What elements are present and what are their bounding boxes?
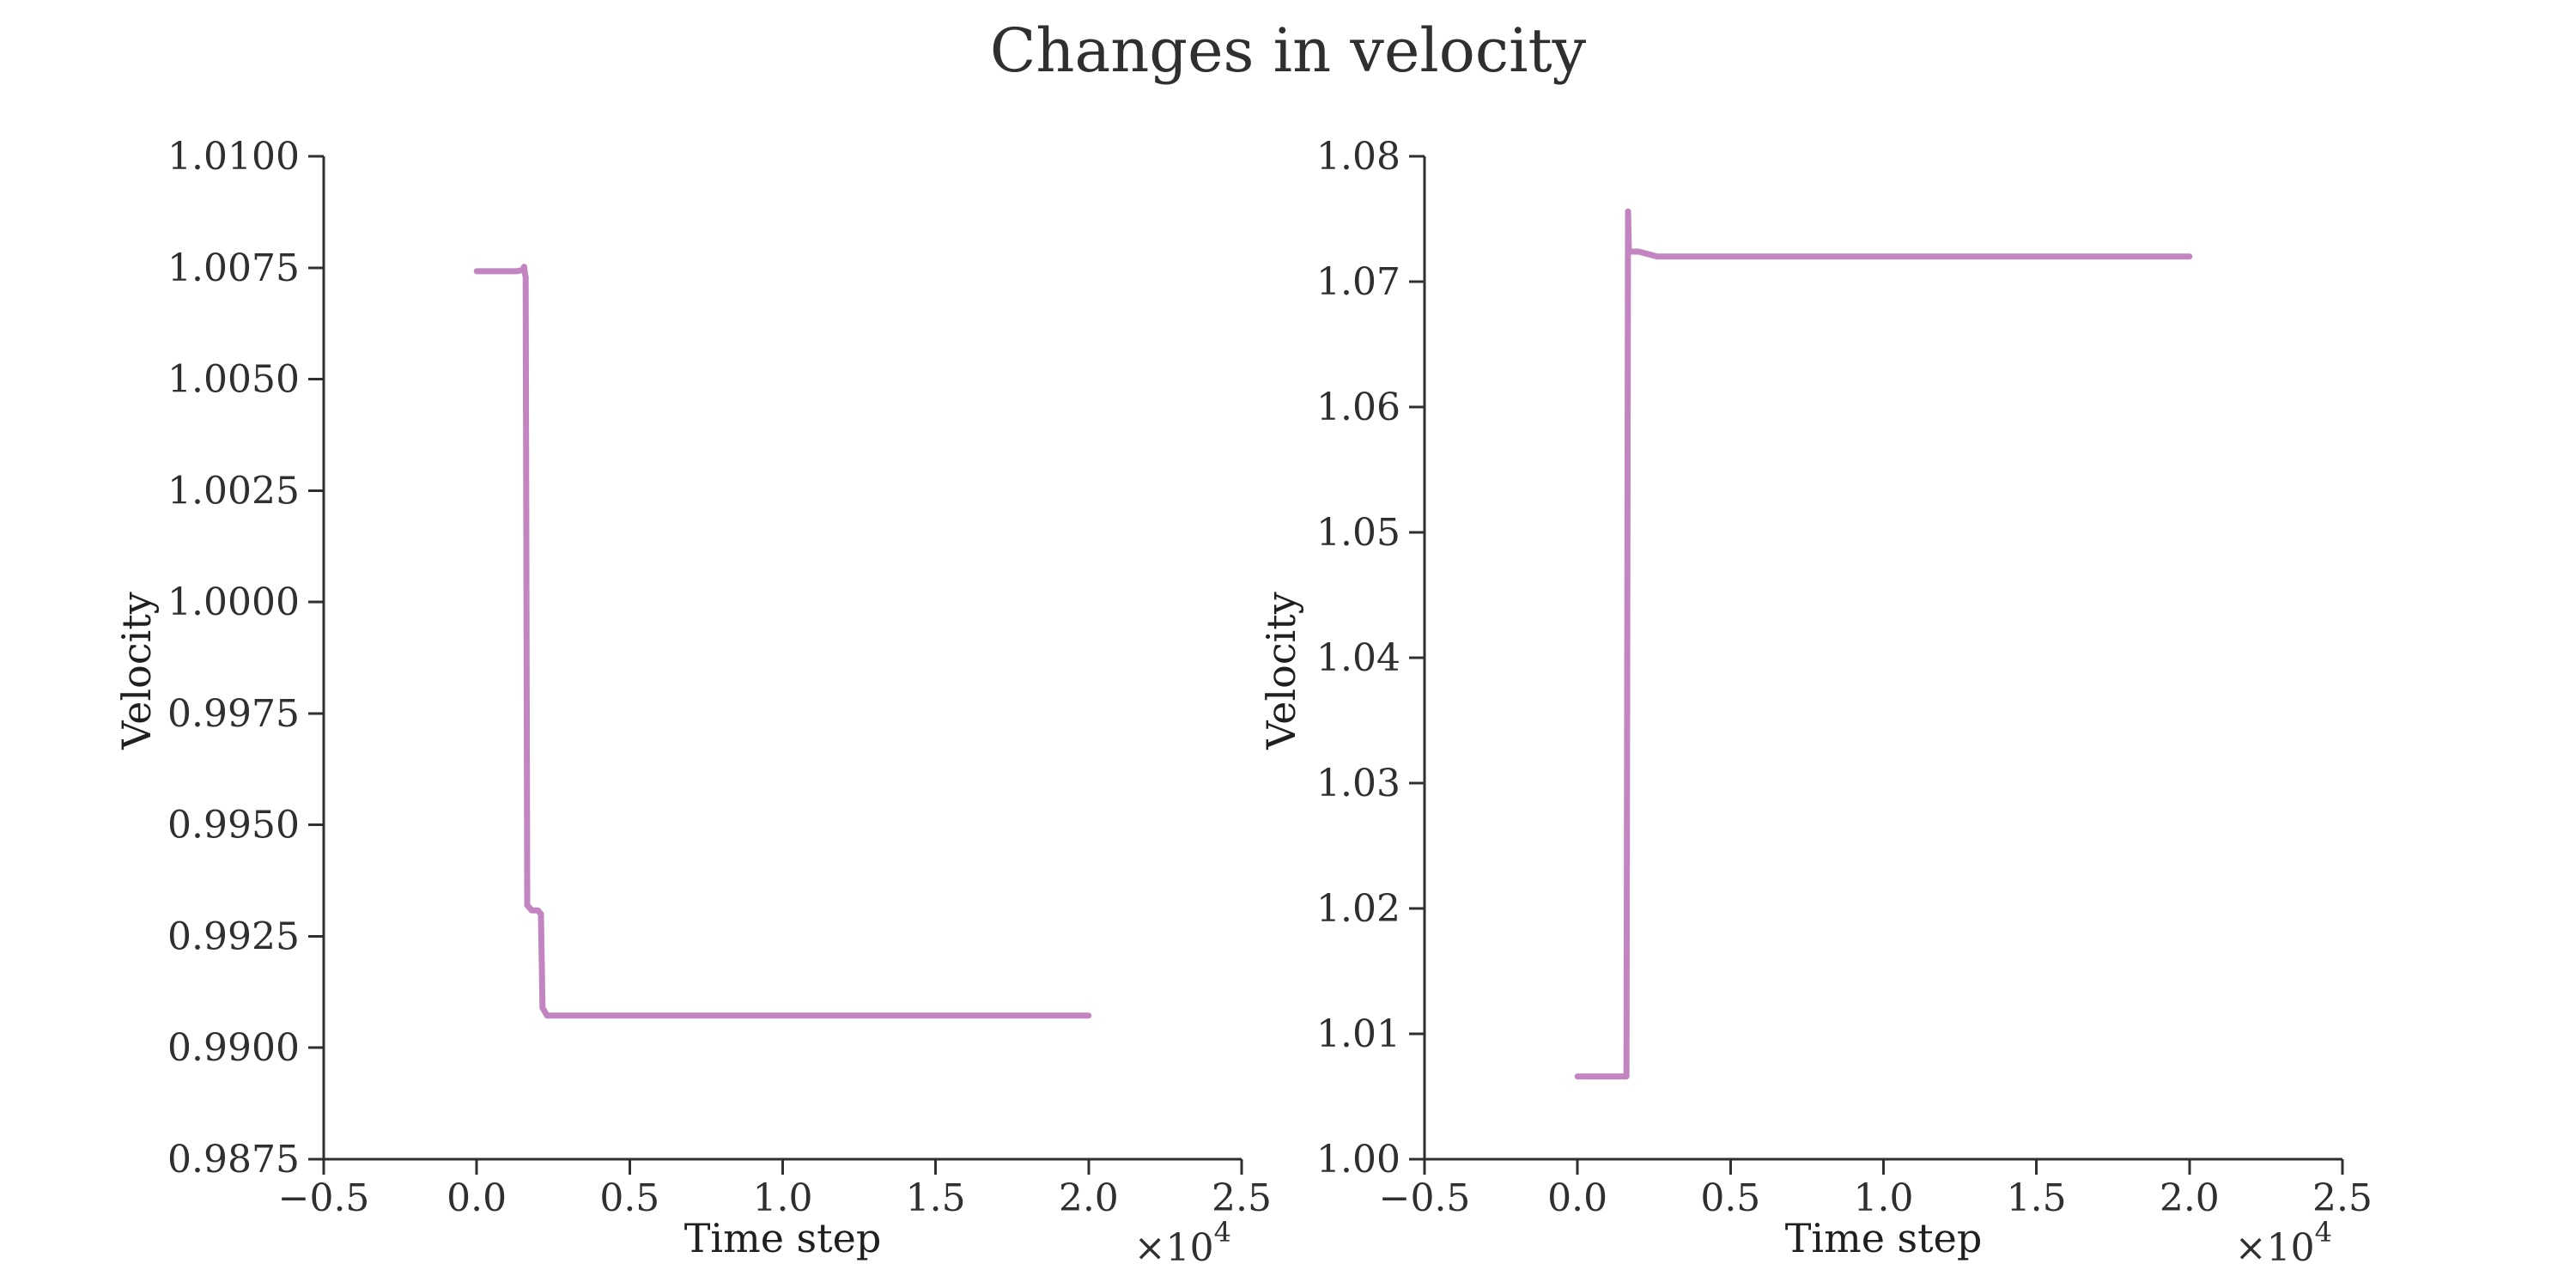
y-tick-label: 1.03 (1316, 762, 1400, 805)
x-axis-multiplier: ×104 (1134, 1216, 1231, 1270)
x-tick-label: 0.0 (1547, 1176, 1607, 1220)
y-tick-label: 1.08 (1316, 135, 1400, 179)
figure-title: Changes in velocity (989, 15, 1587, 86)
x-axis-multiplier-base: ×10 (2235, 1226, 2315, 1270)
x-tick-label: 1.5 (2007, 1176, 2067, 1220)
x-axis-label: Time step (684, 1215, 882, 1261)
y-tick-label: 0.9900 (167, 1026, 300, 1070)
x-tick-label: 1.0 (1854, 1176, 1914, 1220)
x-tick-label: 1.5 (906, 1176, 966, 1220)
y-tick-label: 1.0000 (167, 580, 300, 624)
y-tick-label: 1.0100 (167, 135, 300, 179)
y-tick-label: 1.02 (1316, 887, 1400, 931)
x-tick-label: 0.5 (1700, 1176, 1760, 1220)
x-tick-label: −0.5 (1379, 1176, 1471, 1220)
x-tick-label: 0.5 (599, 1176, 659, 1220)
x-tick-label: 1.0 (753, 1176, 813, 1220)
x-tick-label: 2.0 (2160, 1176, 2220, 1220)
y-tick-label: 1.0025 (167, 469, 300, 513)
x-tick-label: 2.5 (1212, 1176, 1272, 1220)
y-tick-label: 0.9950 (167, 804, 300, 848)
y-tick-label: 1.0050 (167, 358, 300, 402)
y-axis-label: Velocity (1258, 592, 1304, 750)
y-tick-label: 0.9875 (167, 1138, 300, 1182)
y-tick-label: 0.9925 (167, 914, 300, 958)
x-tick-label: 2.0 (1059, 1176, 1119, 1220)
x-axis-multiplier-exponent: 4 (2315, 1216, 2332, 1249)
left-velocity-chart: −0.5 0.0 0.5 1.0 1.5 2.0 2.5 0.9875 0.9900 0.9925… (113, 135, 1272, 1270)
y-tick-label: 1.07 (1316, 260, 1400, 304)
y-tick-label: 0.9975 (167, 692, 300, 736)
right-velocity-chart: −0.5 0.0 0.5 1.0 1.5 2.0 2.5 1.00 1.01 1.02 1.03 1.… (1258, 135, 2372, 1270)
axes-spine (322, 156, 1242, 1161)
x-tick-label: 2.5 (2312, 1176, 2372, 1220)
y-tick-label: 1.0075 (167, 246, 300, 290)
x-axis-multiplier: ×104 (2235, 1216, 2332, 1270)
velocity-series-line (1574, 208, 2193, 1080)
y-axis-label: Velocity (113, 592, 160, 750)
velocity-series-line (473, 264, 1092, 1019)
x-axis-multiplier-base: ×10 (1134, 1226, 1214, 1270)
x-tick-label: −0.5 (278, 1176, 370, 1220)
x-axis-multiplier-exponent: 4 (1214, 1216, 1231, 1249)
y-tick-label: 1.01 (1316, 1012, 1400, 1056)
x-axis-label: Time step (1785, 1215, 1983, 1261)
x-tick-label: 0.0 (447, 1176, 507, 1220)
y-tick-label: 1.06 (1316, 386, 1400, 429)
y-tick-label: 1.04 (1316, 636, 1400, 680)
y-tick-label: 1.05 (1316, 511, 1400, 555)
axes-spine (1423, 156, 2342, 1161)
y-tick-label: 1.00 (1316, 1138, 1400, 1182)
